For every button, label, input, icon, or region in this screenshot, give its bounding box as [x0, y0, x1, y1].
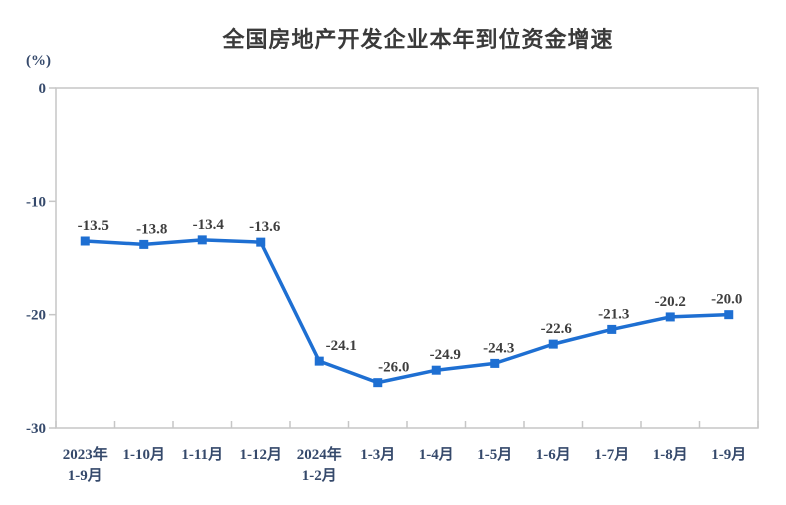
x-category-label: 2023年 1-9月 — [63, 445, 108, 484]
data-point-label: -24.9 — [430, 347, 461, 363]
data-point-label: -22.6 — [541, 321, 573, 337]
data-point-marker — [665, 312, 675, 322]
data-point-label: -21.3 — [598, 306, 629, 322]
y-axis-unit-label: (%) — [26, 53, 51, 69]
data-point-label: -20.0 — [711, 292, 742, 308]
data-point-label: -13.6 — [249, 219, 281, 235]
data-point-marker — [373, 378, 383, 388]
x-category-label: 1-8月 — [653, 446, 688, 463]
x-category-label: 1-7月 — [594, 446, 629, 463]
x-category-label: 1-9月 — [711, 446, 746, 463]
data-point-marker — [607, 324, 617, 334]
data-point-label: -13.8 — [136, 221, 167, 237]
data-point-marker — [197, 235, 207, 245]
data-point-marker — [314, 356, 324, 366]
data-point-marker — [490, 358, 500, 368]
data-line — [83, 238, 731, 385]
x-category-label: 1-5月 — [477, 446, 512, 463]
data-point-label: -24.1 — [326, 338, 357, 354]
data-point-marker — [724, 310, 734, 320]
x-category-label: 1-12月 — [240, 446, 283, 463]
x-category-label: 1-6月 — [536, 446, 571, 463]
x-category-label: 1-11月 — [181, 446, 223, 463]
x-category-label: 1-3月 — [360, 446, 395, 463]
data-point-label: -20.2 — [655, 294, 686, 310]
data-point-marker — [431, 365, 441, 375]
data-point-marker — [80, 236, 90, 246]
y-axis-tick-label: -20 — [26, 308, 46, 324]
y-axis-tick-label: 0 — [39, 81, 47, 97]
chart-title: 全国房地产开发企业本年到位资金增速 — [222, 27, 614, 52]
data-point-marker — [139, 239, 149, 249]
data-point-label: -26.0 — [378, 360, 409, 376]
data-point-label: -13.4 — [193, 217, 225, 233]
y-axis-tick-label: -10 — [26, 194, 46, 210]
x-category-label: 1-4月 — [419, 446, 454, 463]
x-category-label: 1-10月 — [123, 446, 166, 463]
data-point-marker — [256, 237, 266, 247]
y-axis-tick-label: -30 — [26, 421, 46, 437]
data-point-marker — [548, 339, 558, 349]
data-point-label: -13.5 — [78, 218, 109, 234]
x-category-label: 2024年 1-2月 — [297, 445, 342, 484]
data-point-label: -24.3 — [483, 340, 514, 356]
